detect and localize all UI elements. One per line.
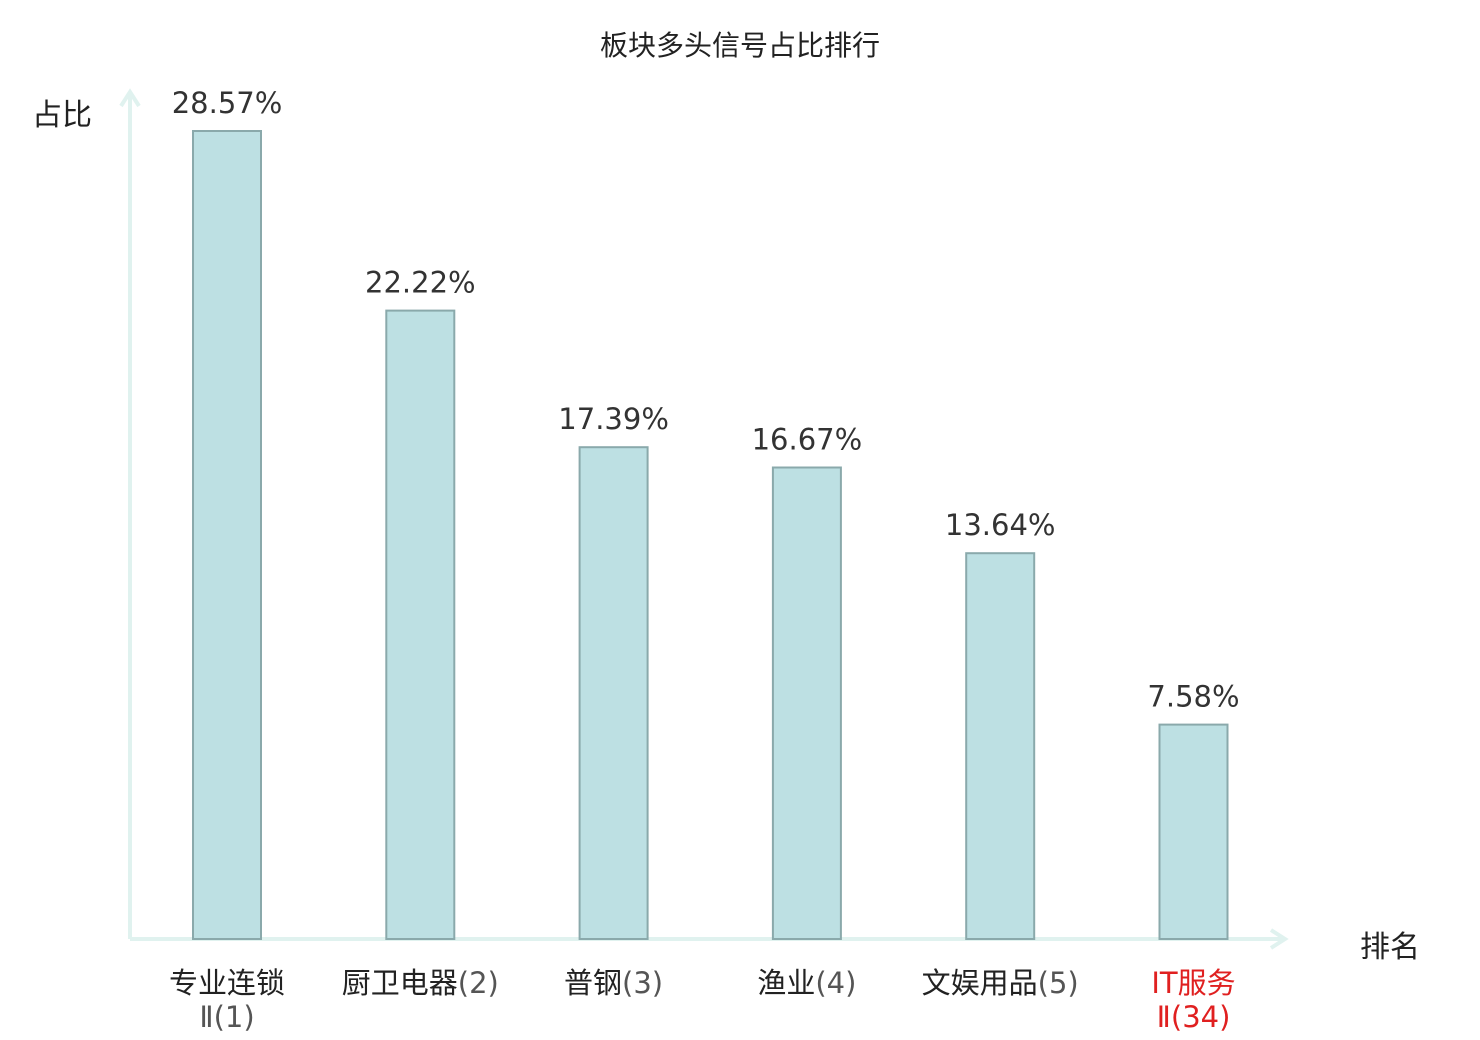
bar-series: [192, 130, 1229, 941]
bar: [578, 446, 649, 940]
value-label: 7.58%: [1147, 680, 1239, 714]
category-label: 渔业(4): [707, 966, 907, 1000]
category-name: 渔业: [757, 966, 816, 1000]
value-labels: 28.57% 22.22% 17.39% 16.67% 13.64% 7.58%: [172, 86, 1240, 714]
category-label: 普钢(3): [514, 966, 714, 1000]
value-label: 17.39%: [558, 402, 669, 436]
category-rank: (34): [1170, 1000, 1231, 1034]
category-rank: (3): [622, 966, 664, 1000]
bar: [771, 466, 842, 940]
category-label: 专业连锁 Ⅱ(1): [127, 966, 327, 1034]
value-label: 16.67%: [752, 423, 863, 457]
category-rank: (1): [213, 1000, 255, 1034]
category-name-suffix: Ⅱ: [1156, 1000, 1171, 1034]
bar: [1158, 723, 1229, 940]
bar: [385, 309, 456, 941]
chart-title: 板块多头信号占比排行: [599, 29, 880, 62]
bar: [192, 130, 262, 940]
category-name: 专业连锁: [168, 966, 285, 1000]
category-label: 厨卫电器(2): [320, 966, 520, 1000]
x-axis-label: 排名: [1360, 930, 1420, 965]
category-name: IT服务: [1151, 966, 1236, 1000]
value-label: 28.57%: [172, 86, 283, 120]
bar: [965, 552, 1036, 940]
value-label: 22.22%: [365, 266, 476, 300]
category-rank: (4): [815, 966, 857, 1000]
category-name: 厨卫电器: [341, 966, 458, 1000]
category-label: 文娱用品(5): [900, 966, 1100, 1000]
category-rank: (2): [457, 966, 499, 1000]
y-axis-label: 占比: [32, 98, 92, 133]
category-name: 普钢: [564, 966, 623, 1000]
category-name: 文娱用品: [921, 966, 1038, 1000]
value-label: 13.64%: [945, 508, 1056, 542]
category-label: IT服务 Ⅱ(34): [1094, 966, 1294, 1034]
category-name-suffix: Ⅱ: [199, 1000, 214, 1034]
y-axis-arrow: [119, 88, 141, 108]
chart-axes: [119, 88, 1289, 950]
x-axis-arrow: [1269, 928, 1289, 950]
category-rank: (5): [1037, 966, 1079, 1000]
